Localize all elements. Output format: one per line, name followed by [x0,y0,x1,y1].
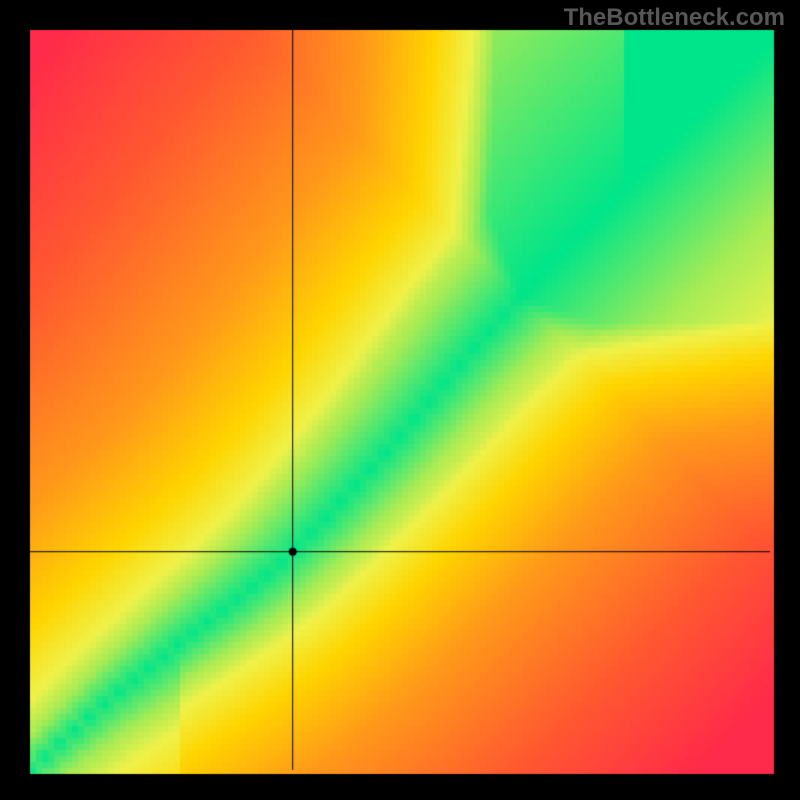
chart-container: TheBottleneck.com [0,0,800,800]
bottleneck-heatmap [0,0,800,800]
watermark-text: TheBottleneck.com [564,4,785,32]
